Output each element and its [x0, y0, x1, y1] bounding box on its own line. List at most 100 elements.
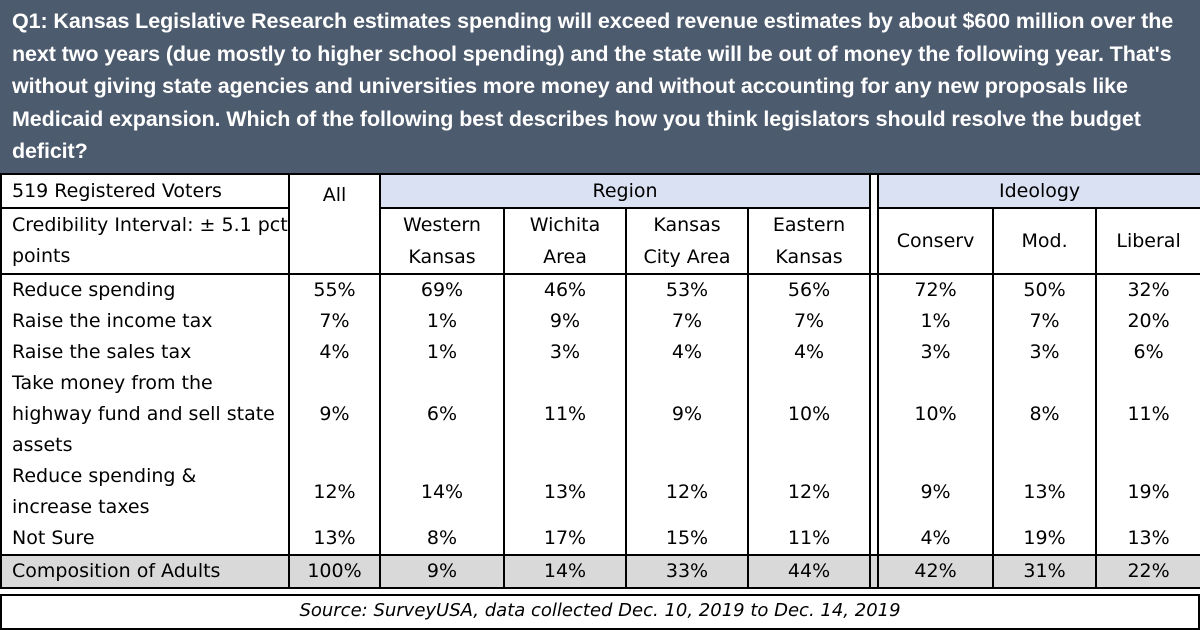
credibility-line1: Credibility Interval: ± 5.1 pct: [12, 214, 288, 236]
table-row: Raise the sales tax 4% 1% 3% 4% 4% 3% 3% 6%: [0, 337, 1200, 368]
credibility-line2: points: [12, 245, 71, 267]
column-header-line2: Area: [543, 246, 587, 268]
header-row-groups: 519 Registered Voters All Region Ideolog…: [0, 173, 1200, 275]
row-label-line: Raise the income tax: [12, 310, 213, 332]
value-cell: 9%: [877, 461, 995, 523]
value-cell: 3%: [992, 337, 1098, 368]
column-header-line2: City Area: [643, 246, 731, 268]
column-header-6: Mod.: [992, 207, 1098, 275]
row-label: Raise the income tax: [0, 306, 290, 337]
value-cell: 13%: [992, 461, 1098, 523]
column-header-line1: Conserv: [896, 230, 975, 252]
column-header-1: Western Kansas: [379, 207, 505, 275]
value-cell: 6%: [379, 368, 505, 461]
value-cell: 7%: [625, 306, 749, 337]
value-cell: 32%: [1095, 273, 1200, 306]
sample-size: 519 Registered Voters: [0, 173, 290, 209]
source-frame: [0, 594, 1200, 630]
value-cell: 9%: [503, 306, 627, 337]
value-cell: 14%: [379, 461, 505, 523]
value-cell: 9%: [288, 368, 381, 461]
row-label: Raise the sales tax: [0, 337, 290, 368]
row-label-line: Raise the sales tax: [12, 341, 192, 363]
value-cell: 22%: [1095, 554, 1200, 589]
row-label: Reduce spending: [0, 273, 290, 306]
value-cell: 3%: [877, 337, 995, 368]
value-cell: 46%: [503, 273, 627, 306]
row-label-line: Reduce spending &: [12, 465, 197, 487]
row-label-line: assets: [12, 434, 73, 456]
row-label-line: Reduce spending: [12, 279, 176, 301]
row-label: Not Sure: [0, 523, 290, 555]
column-header-3: Kansas City Area: [625, 207, 749, 275]
value-cell: 72%: [877, 273, 995, 306]
column-spacer: [869, 461, 880, 523]
table-row: Reduce spending & increase taxes 12% 14% 13%…: [0, 461, 1200, 523]
value-cell: 8%: [379, 523, 505, 555]
value-cell: 1%: [877, 306, 995, 337]
value-cell: 9%: [379, 554, 505, 589]
value-cell: 19%: [992, 523, 1098, 555]
value-cell: 53%: [625, 273, 749, 306]
table-row: Raise the income tax 7% 1% 9% 7% 7% 1% 7% 20%: [0, 306, 1200, 337]
composition-row: Composition of Adults 100% 9% 14% 33% 44% 42% 3…: [0, 554, 1200, 589]
row-label-line: Take money from the: [12, 372, 213, 394]
value-cell: 33%: [625, 554, 749, 589]
region-group-header: Region: [378, 173, 872, 209]
value-cell: 11%: [503, 368, 627, 461]
column-header-line2: Kansas: [775, 246, 843, 268]
question-banner: Q1: Kansas Legislative Research estimate…: [0, 0, 1200, 173]
column-spacer: [869, 337, 880, 368]
value-cell: 3%: [503, 337, 627, 368]
value-cell: 4%: [746, 337, 872, 368]
all-header: All: [288, 173, 381, 275]
composition-label: Composition of Adults: [0, 554, 290, 589]
value-cell: 12%: [625, 461, 749, 523]
column-header-line1: Western: [403, 214, 481, 236]
column-spacer: [869, 523, 880, 555]
column-header-line1: Mod.: [1021, 230, 1068, 252]
value-cell: 11%: [1095, 368, 1200, 461]
column-spacer: [869, 273, 880, 306]
value-cell: 7%: [992, 306, 1098, 337]
value-cell: 14%: [503, 554, 627, 589]
value-cell: 11%: [746, 523, 872, 555]
value-cell: 100%: [288, 554, 381, 589]
value-cell: 13%: [1095, 523, 1200, 555]
value-cell: 6%: [1095, 337, 1200, 368]
column-header-5: Conserv: [877, 207, 995, 275]
ideology-group-header: Ideology: [877, 173, 1200, 209]
row-label: Take money from the highway fund and sell…: [0, 368, 290, 461]
value-cell: 7%: [288, 306, 381, 337]
row-label-line: highway fund and sell state: [12, 403, 275, 425]
column-header-line1: Kansas: [653, 214, 721, 236]
column-header-2: Wichita Area: [503, 207, 627, 275]
value-cell: 13%: [503, 461, 627, 523]
value-cell: 8%: [992, 368, 1098, 461]
credibility-interval: Credibility Interval: ± 5.1 pct points: [0, 207, 290, 275]
question-text: Q1: Kansas Legislative Research estimate…: [12, 9, 1174, 163]
value-cell: 4%: [288, 337, 381, 368]
value-cell: 55%: [288, 273, 381, 306]
value-cell: 15%: [625, 523, 749, 555]
value-cell: 12%: [288, 461, 381, 523]
row-label-line: Not Sure: [12, 527, 95, 549]
column-header-line2: Kansas: [408, 246, 476, 268]
source-note: Source: SurveyUSA, data collected Dec. 1…: [299, 600, 901, 621]
value-cell: 10%: [877, 368, 995, 461]
column-header-7: Liberal: [1095, 207, 1200, 275]
column-spacer: [869, 554, 880, 589]
value-cell: 56%: [746, 273, 872, 306]
table-row: Reduce spending 55% 69% 46% 53% 56% 72% 50% 32%: [0, 273, 1200, 306]
column-spacer: [869, 306, 880, 337]
crosstab-table: 519 Registered Voters All Region Ideolog…: [0, 173, 1200, 589]
column-header-line1: Wichita: [529, 214, 601, 236]
value-cell: 69%: [379, 273, 505, 306]
table-row: Take money from the highway fund and sell…: [0, 368, 1200, 461]
value-cell: 31%: [992, 554, 1098, 589]
column-header-line1: Liberal: [1116, 230, 1181, 252]
value-cell: 44%: [746, 554, 872, 589]
column-header-4: Eastern Kansas: [746, 207, 872, 275]
header-row-columns: Credibility Interval: ± 5.1 pct points W…: [0, 207, 1200, 275]
column-header-line1: Eastern: [772, 214, 846, 236]
